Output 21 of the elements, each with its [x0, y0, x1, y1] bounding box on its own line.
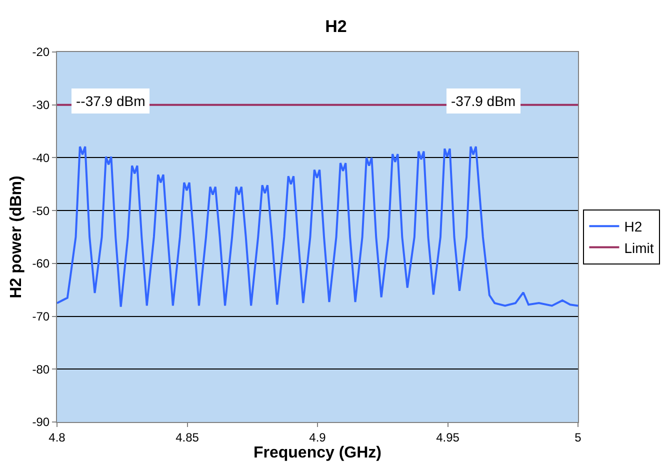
x-tick-label: 4.85	[176, 430, 200, 444]
y-tick-label: -80	[32, 362, 50, 376]
chart-title: H2	[325, 16, 347, 36]
y-tick-label: -90	[32, 415, 50, 430]
legend-label: H2	[624, 218, 642, 235]
y-tick-label: -30	[32, 98, 50, 112]
y-tick-label: -20	[32, 45, 50, 60]
x-axis-title: Frequency (GHz)	[253, 444, 382, 462]
x-tick-label: 4.9	[309, 430, 326, 444]
y-tick-label: -50	[32, 204, 50, 218]
annotation: --37.9 dBm	[76, 93, 146, 109]
x-tick-label: 5	[574, 430, 582, 444]
x-tick-label: 4.8	[48, 430, 66, 444]
y-tick-label: -60	[32, 256, 50, 271]
x-tick-label: 4.95	[436, 430, 460, 444]
y-axis-title: H2 power (dBm)	[8, 176, 26, 298]
annotation: -37.9 dBm	[451, 93, 516, 109]
y-tick-label: -70	[32, 309, 50, 324]
y-tick-label: -40	[32, 150, 50, 165]
line-series	[57, 146, 578, 308]
legend-label: Limit	[624, 240, 654, 256]
